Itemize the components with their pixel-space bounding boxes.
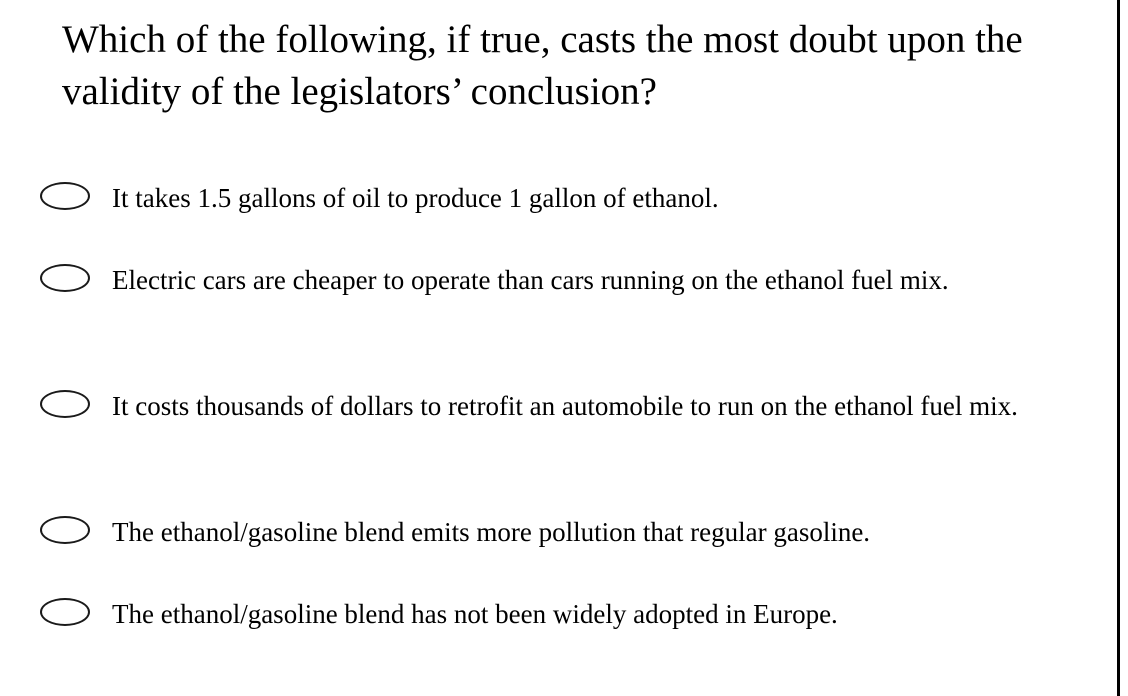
answer-option-b[interactable]: Electric cars are cheaper to operate tha… xyxy=(40,258,1100,302)
answer-option-label: It costs thousands of dollars to retrofi… xyxy=(112,391,1018,421)
radio-unselected-icon[interactable] xyxy=(40,182,90,210)
answer-option-e[interactable]: The ethanol/gasoline blend has not been … xyxy=(40,592,1100,636)
answer-option-d[interactable]: The ethanol/gasoline blend emits more po… xyxy=(40,510,1100,554)
question-text: Which of the following, if true, casts t… xyxy=(62,18,1023,113)
answer-option-a[interactable]: It takes 1.5 gallons of oil to produce 1… xyxy=(40,176,1100,220)
answer-option-label: The ethanol/gasoline blend emits more po… xyxy=(112,517,871,547)
answer-option-label: Electric cars are cheaper to operate tha… xyxy=(112,265,949,295)
radio-unselected-icon[interactable] xyxy=(40,390,90,418)
answer-option-label: It takes 1.5 gallons of oil to produce 1… xyxy=(112,183,719,213)
answer-option-c[interactable]: It costs thousands of dollars to retrofi… xyxy=(40,384,1100,428)
answer-option-label: The ethanol/gasoline blend has not been … xyxy=(112,599,838,629)
radio-unselected-icon[interactable] xyxy=(40,598,90,626)
radio-unselected-icon[interactable] xyxy=(40,264,90,292)
radio-unselected-icon[interactable] xyxy=(40,516,90,544)
